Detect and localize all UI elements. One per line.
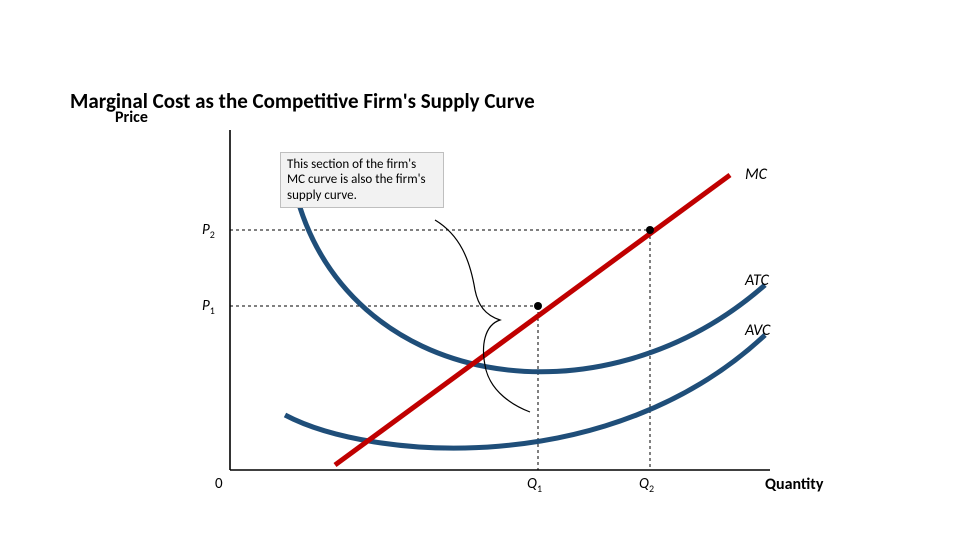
curve-atc — [295, 190, 765, 372]
label-atc: ATC — [745, 271, 769, 290]
label-mc: MC — [745, 165, 767, 184]
guide-lines — [230, 230, 650, 470]
y-axis-label: Price — [115, 108, 148, 127]
dot-p2q2 — [646, 226, 654, 234]
dot-p1q1 — [534, 302, 542, 310]
curve-mc — [335, 175, 730, 465]
annotation-box: This section of the firm's MC curve is a… — [280, 152, 444, 208]
tick-q1: Q1 — [527, 475, 542, 495]
label-avc: AVC — [745, 321, 770, 340]
x-axis-label: Quantity — [765, 475, 823, 494]
tick-p2: P2 — [202, 221, 215, 241]
origin-label: 0 — [215, 475, 223, 493]
tick-q2: Q2 — [639, 475, 654, 495]
tick-p1: P1 — [202, 297, 215, 317]
curve-avc — [285, 335, 765, 448]
chart-area: Price P2 P1 0 Q1 Q2 Quantity MC ATC AVC … — [170, 120, 870, 520]
